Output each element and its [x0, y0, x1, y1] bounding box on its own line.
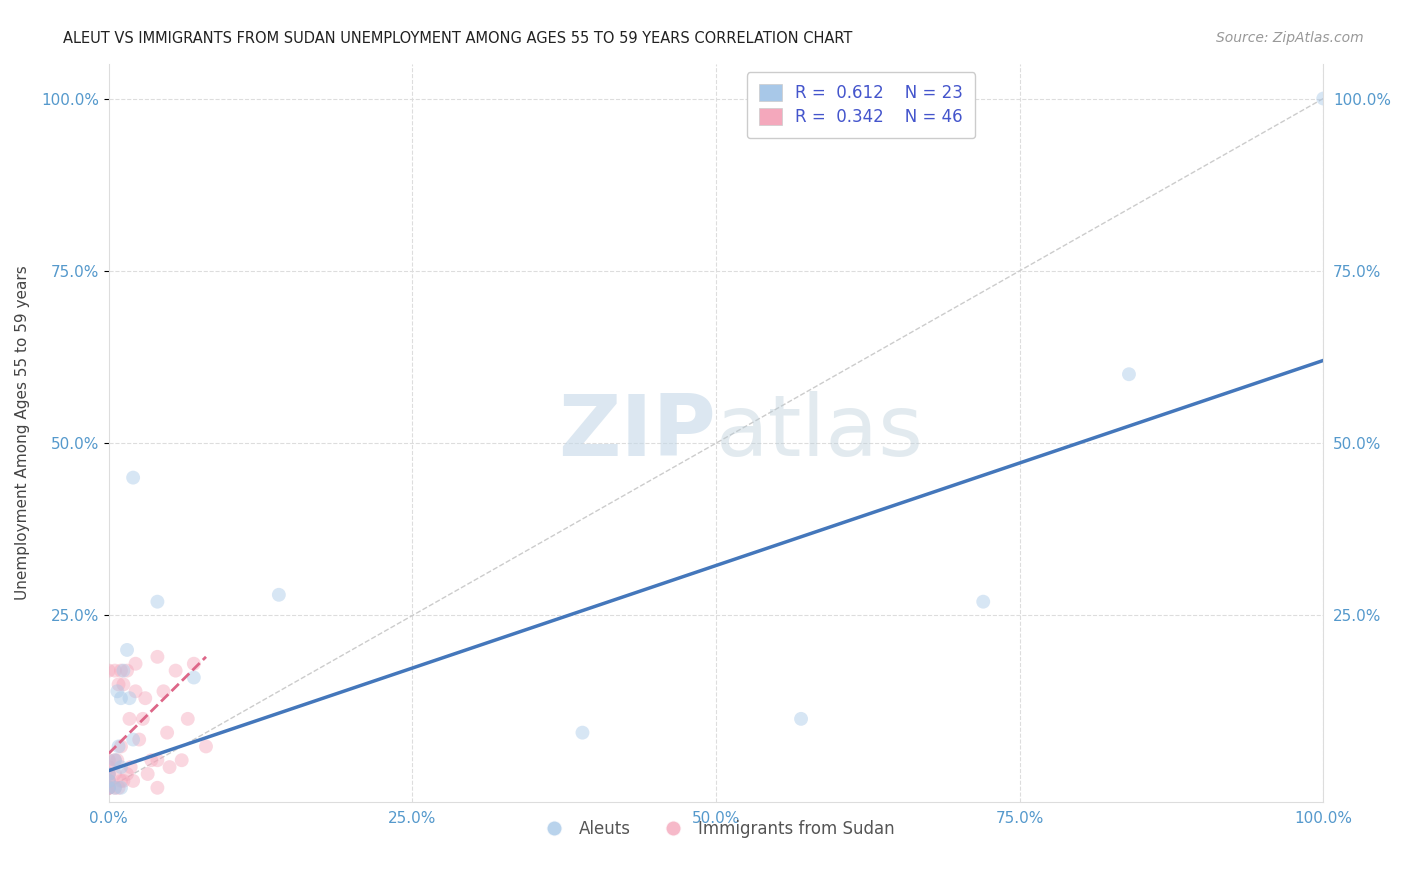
Point — [97, 767, 120, 781]
Point — [97, 780, 120, 795]
Point — [146, 595, 169, 609]
Point — [115, 643, 138, 657]
Point — [115, 664, 138, 678]
Point — [104, 767, 127, 781]
Point — [183, 671, 205, 685]
Point — [97, 664, 120, 678]
Point — [195, 739, 218, 754]
Point — [107, 739, 129, 754]
Point — [97, 780, 120, 795]
Point — [97, 767, 120, 781]
Point — [110, 739, 132, 754]
Point — [110, 760, 132, 774]
Point — [118, 712, 141, 726]
Point — [165, 664, 187, 678]
Point — [107, 780, 129, 795]
Point — [146, 753, 169, 767]
Point — [177, 712, 200, 726]
Point — [790, 712, 813, 726]
Point — [97, 780, 120, 795]
Point — [120, 760, 142, 774]
Point — [97, 773, 120, 788]
Point — [141, 753, 163, 767]
Point — [159, 760, 181, 774]
Text: Source: ZipAtlas.com: Source: ZipAtlas.com — [1216, 31, 1364, 45]
Point — [112, 664, 135, 678]
Point — [104, 753, 127, 767]
Point — [156, 725, 179, 739]
Point — [107, 677, 129, 691]
Point — [132, 712, 155, 726]
Point — [146, 649, 169, 664]
Point — [122, 732, 145, 747]
Point — [267, 588, 290, 602]
Point — [104, 753, 127, 767]
Point — [1118, 368, 1140, 382]
Point — [97, 760, 120, 774]
Point — [122, 773, 145, 788]
Point — [104, 780, 127, 795]
Text: atlas: atlas — [716, 392, 924, 475]
Point — [105, 684, 128, 698]
Point — [115, 767, 138, 781]
Point — [97, 773, 120, 788]
Point — [134, 691, 156, 706]
Point — [105, 753, 128, 767]
Point — [112, 773, 135, 788]
Point — [128, 732, 150, 747]
Point — [97, 753, 120, 767]
Point — [97, 780, 120, 795]
Point — [124, 684, 146, 698]
Point — [972, 595, 994, 609]
Point — [97, 773, 120, 788]
Point — [110, 773, 132, 788]
Point — [183, 657, 205, 671]
Point — [1312, 91, 1334, 105]
Point — [122, 470, 145, 484]
Point — [152, 684, 174, 698]
Point — [97, 767, 120, 781]
Point — [104, 780, 127, 795]
Point — [110, 664, 132, 678]
Point — [110, 780, 132, 795]
Legend: Aleuts, Immigrants from Sudan: Aleuts, Immigrants from Sudan — [531, 814, 901, 845]
Point — [118, 691, 141, 706]
Point — [571, 725, 593, 739]
Point — [146, 780, 169, 795]
Y-axis label: Unemployment Among Ages 55 to 59 years: Unemployment Among Ages 55 to 59 years — [15, 266, 30, 600]
Point — [104, 664, 127, 678]
Text: ALEUT VS IMMIGRANTS FROM SUDAN UNEMPLOYMENT AMONG AGES 55 TO 59 YEARS CORRELATIO: ALEUT VS IMMIGRANTS FROM SUDAN UNEMPLOYM… — [63, 31, 852, 46]
Point — [136, 767, 159, 781]
Point — [170, 753, 193, 767]
Point — [124, 657, 146, 671]
Point — [112, 677, 135, 691]
Point — [97, 780, 120, 795]
Point — [110, 691, 132, 706]
Text: ZIP: ZIP — [558, 392, 716, 475]
